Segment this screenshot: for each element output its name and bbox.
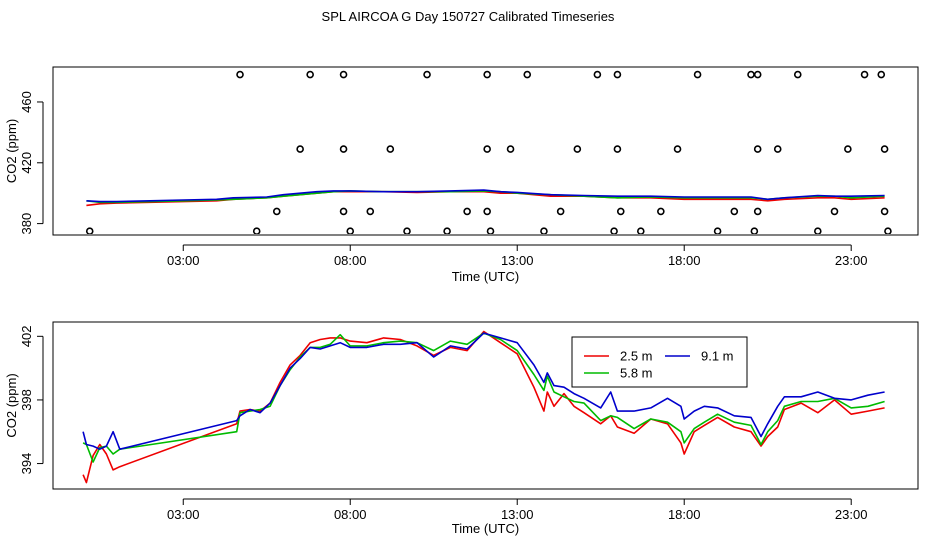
top-flagged-point: [443, 227, 451, 234]
top-x-axis-label: Time (UTC): [452, 269, 519, 284]
top-flagged-point: [272, 207, 281, 216]
top-flagged-point: [339, 145, 348, 153]
top-flagged-point: [486, 227, 495, 234]
top-flagged-point: [346, 227, 355, 234]
bottom-y-tick-label: 394: [19, 453, 34, 475]
top-flagged-point: [814, 227, 822, 234]
bottom-x-tick-label: 03:00: [167, 507, 200, 522]
bottom-plot-frame: [52, 321, 919, 490]
top-flagged-point: [573, 145, 582, 153]
bottom-series-2-5-m-line: [82, 330, 885, 484]
top-flagged-point: [793, 70, 802, 79]
top-flagged-point: [610, 227, 618, 234]
top-flagged-point: [339, 70, 348, 79]
bottom-x-tick-label: 13:00: [501, 507, 534, 522]
top-flagged-point: [860, 70, 869, 79]
top-flagged-point: [296, 145, 304, 153]
legend-label-2-5-m: 2.5 m: [620, 349, 653, 364]
top-flagged-point: [366, 207, 375, 216]
bottom-y-tick-label: 398: [19, 389, 34, 411]
top-y-tick-label: 460: [19, 91, 34, 113]
top-y-tick-label: 380: [19, 213, 34, 235]
top-flagged-point: [884, 227, 892, 234]
top-flagged-point: [483, 70, 491, 79]
top-flagged-point: [753, 207, 762, 216]
top-flagged-point: [713, 227, 722, 234]
top-flagged-point: [637, 227, 645, 234]
top-flagged-point: [252, 227, 261, 234]
bottom-legend-box: [571, 336, 748, 388]
top-flagged-point: [750, 227, 759, 234]
top-flagged-point: [85, 227, 94, 234]
bottom-y-tick-label: 402: [19, 325, 34, 347]
top-flagged-point: [523, 70, 532, 79]
top-x-tick-label: 03:00: [167, 253, 200, 268]
top-y-axis-label: CO2 (ppm): [4, 119, 19, 183]
top-series-9-1-m-line: [86, 189, 885, 203]
bottom-x-axis-label: Time (UTC): [452, 521, 519, 536]
top-flagged-point: [657, 207, 665, 216]
top-flagged-point: [236, 70, 244, 79]
top-flagged-point: [693, 70, 702, 79]
top-flagged-point: [747, 70, 755, 79]
top-flagged-point: [616, 207, 625, 216]
top-flagged-point: [483, 207, 491, 216]
bottom-plot-area: [82, 330, 885, 484]
top-plot-area: [85, 70, 892, 234]
top-flagged-point: [556, 207, 565, 216]
top-flagged-point: [844, 145, 852, 153]
top-flagged-point: [506, 145, 515, 153]
top-flagged-point: [463, 207, 471, 216]
top-x-tick-label: 13:00: [501, 253, 534, 268]
top-flagged-point: [830, 207, 839, 216]
top-flagged-point: [877, 70, 886, 79]
top-flagged-point: [773, 145, 782, 153]
bottom-panel: 03:00 08:00 13:00 18:00 23:00 Time (UTC) 394 39…: [4, 321, 919, 536]
bottom-series-9-1-m-line: [82, 332, 885, 451]
top-flagged-point: [339, 207, 348, 216]
top-flagged-point: [306, 70, 314, 79]
chart-title: SPL AIRCOA G Day 150727 Calibrated Times…: [321, 9, 615, 24]
top-flagged-point: [613, 145, 622, 153]
top-flagged-point: [730, 207, 739, 216]
top-flagged-point: [753, 70, 762, 79]
top-flagged-point: [403, 227, 411, 234]
bottom-x-tick-label: 23:00: [835, 507, 868, 522]
top-flagged-point: [540, 227, 548, 234]
top-flagged-point: [613, 70, 622, 79]
top-flagged-point: [483, 145, 491, 153]
bottom-y-axis-label: CO2 (ppm): [4, 373, 19, 437]
top-flagged-point: [880, 207, 889, 216]
top-panel: 03:00 08:00 13:00 18:00 23:00 Time (UTC) 380 42…: [4, 66, 919, 284]
legend-label-5-8-m: 5.8 m: [620, 366, 653, 381]
top-x-tick-label: 08:00: [334, 253, 367, 268]
top-flagged-point: [423, 70, 431, 79]
top-flagged-point: [386, 145, 395, 153]
top-flagged-point: [880, 145, 889, 153]
top-flagged-point: [593, 70, 602, 79]
top-x-tick-label: 18:00: [668, 253, 701, 268]
legend-label-9-1-m: 9.1 m: [701, 349, 734, 364]
bottom-x-tick-label: 18:00: [668, 507, 701, 522]
top-flagged-point: [753, 145, 762, 153]
top-plot-frame: [52, 66, 919, 236]
bottom-series-5-8-m-line: [82, 332, 885, 463]
top-y-tick-label: 420: [19, 152, 34, 174]
top-flagged-point: [673, 145, 682, 153]
top-x-tick-label: 23:00: [835, 253, 868, 268]
bottom-x-tick-label: 08:00: [334, 507, 367, 522]
